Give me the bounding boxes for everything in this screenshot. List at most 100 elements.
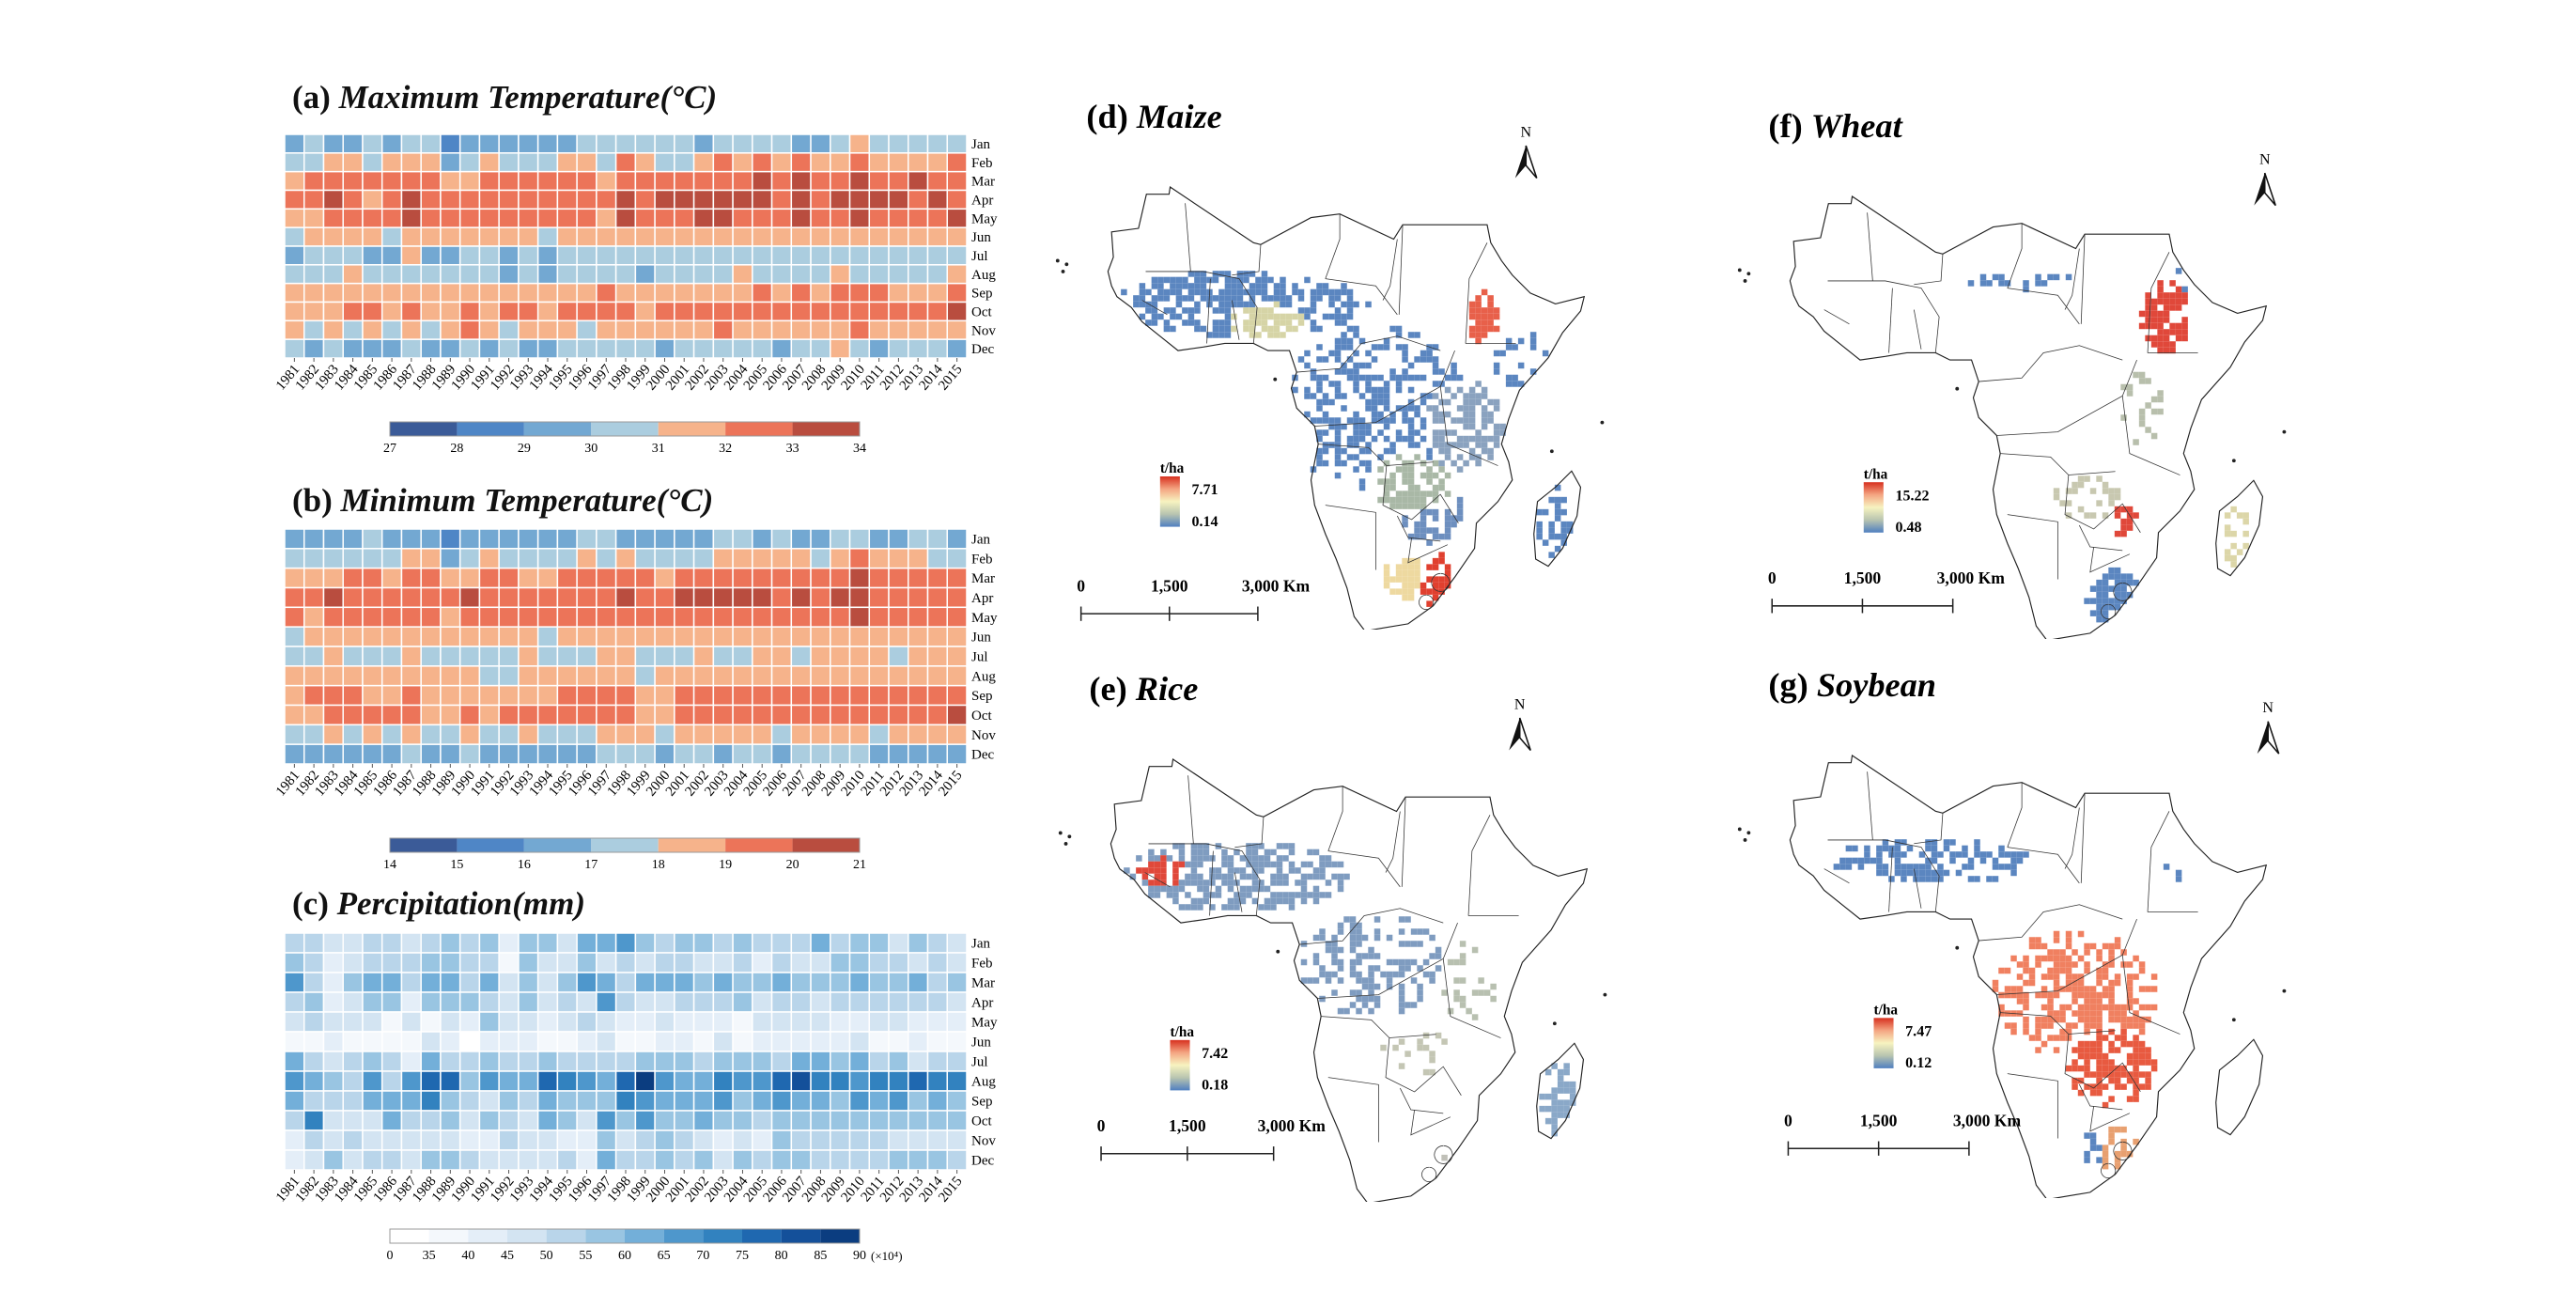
yield-cell [1407, 362, 1415, 369]
yield-cell [1243, 271, 1249, 277]
yield-cell [1544, 1068, 1552, 1076]
heatmap-cell [498, 1070, 520, 1092]
yield-cell [1371, 435, 1378, 443]
heatmap-cell [362, 646, 383, 667]
heatmap-cell [946, 226, 968, 247]
yield-cell [2114, 979, 2121, 987]
yield-cell [1255, 332, 1262, 338]
country-border [2147, 811, 2170, 912]
heatmap-cell [362, 991, 383, 1013]
yield-cell [1249, 301, 1256, 308]
heatmap-cell [536, 208, 559, 228]
heatmap-cell [380, 972, 403, 993]
yield-cell [1239, 873, 1247, 880]
heatmap-cell [556, 1070, 578, 1092]
heatmap-cell [322, 528, 344, 550]
heatmap-cell [868, 646, 890, 667]
heatmap-cell [458, 606, 481, 628]
heatmap-cell [576, 301, 597, 322]
yield-cell [1417, 995, 1423, 1003]
yield-cell [2181, 335, 2188, 342]
heatmap-cell [380, 684, 403, 707]
yield-cell [2084, 1150, 2090, 1158]
yield-cell [1246, 873, 1252, 880]
heatmap-cell [790, 952, 812, 973]
yield-cell [1517, 381, 1525, 387]
heatmap-cell [556, 264, 578, 285]
yield-cell [1334, 442, 1342, 448]
island [2231, 1018, 2236, 1022]
yield-cell [2175, 322, 2182, 330]
heatmap-cell [926, 208, 949, 228]
year-label: 2015 [936, 1174, 966, 1205]
heatmap-cell [848, 1051, 871, 1072]
yield-cell [1432, 393, 1439, 399]
heatmap-cell [692, 991, 715, 1013]
yield-cell [1160, 885, 1167, 893]
yield-cell [1438, 478, 1445, 485]
yield-cell [2169, 347, 2176, 354]
heatmap-cell [322, 1070, 344, 1092]
yield-cell [1438, 447, 1445, 455]
heatmap-cell [614, 1129, 637, 1151]
yield-cell [1456, 417, 1464, 424]
legend-gradient [1873, 1018, 1894, 1068]
heatmap-cell [420, 626, 442, 647]
yield-cell [1398, 995, 1405, 1003]
colorbar-swatch [591, 838, 659, 852]
yield-cell [2120, 1150, 2127, 1158]
yield-cell [2120, 591, 2127, 599]
heatmap-cell [303, 264, 325, 285]
north-label: N [2259, 152, 2271, 168]
yield-cell [1319, 971, 1326, 978]
yield-cell [1407, 466, 1415, 473]
yield-cell [1243, 325, 1249, 333]
north-arrow-icon [1509, 718, 1520, 751]
yield-cell [1331, 958, 1338, 966]
yield-cell [1151, 319, 1158, 326]
yield-cell [1185, 861, 1191, 868]
heatmap-cell [614, 606, 637, 628]
yield-cell [1310, 307, 1317, 314]
heatmap-cell [790, 245, 812, 266]
north-label: N [1521, 124, 1532, 140]
heatmap-cell [458, 586, 481, 609]
heatmap-cell [440, 972, 461, 993]
yield-cell [2108, 1059, 2115, 1066]
heatmap-cell [654, 724, 675, 745]
heatmap-cell [692, 952, 715, 973]
yield-cell [2145, 402, 2151, 409]
yield-cell [2150, 986, 2158, 992]
yield-cell [2065, 1065, 2072, 1072]
yield-cell [1334, 386, 1342, 394]
heatmap-cell [752, 1129, 773, 1151]
heatmap-cell [848, 1070, 871, 1092]
heatmap-cell [946, 189, 968, 210]
heatmap-cell [926, 170, 949, 192]
heatmap-cell [790, 743, 812, 765]
yield-cell [1172, 867, 1179, 874]
heatmap-cell [830, 548, 851, 569]
yield-cell [1172, 880, 1179, 886]
yield-cell [1249, 319, 1256, 326]
heatmap-cell [888, 1051, 909, 1072]
heatmap-cell [536, 684, 559, 707]
heatmap-cell [946, 1110, 968, 1131]
yield-cell [1882, 839, 1889, 846]
yield-cell [1544, 1105, 1552, 1113]
heatmap-cell [420, 208, 442, 228]
map-title: (f) Wheat [1768, 107, 1902, 145]
yield-cell [1160, 855, 1167, 862]
heatmap-cell [440, 1070, 461, 1092]
heatmap-cell [498, 282, 520, 304]
heatmap-cell [634, 1070, 656, 1092]
yield-cell [1542, 508, 1549, 516]
heatmap-cell [692, 264, 715, 285]
heatmap-cell [810, 606, 831, 628]
yield-cell [1901, 864, 1907, 870]
yield-cell [2133, 1138, 2139, 1145]
yield-cell [1551, 1117, 1558, 1125]
month-label: Apr [971, 591, 993, 606]
yield-cell [2047, 973, 2054, 980]
heatmap-cell [362, 567, 383, 589]
